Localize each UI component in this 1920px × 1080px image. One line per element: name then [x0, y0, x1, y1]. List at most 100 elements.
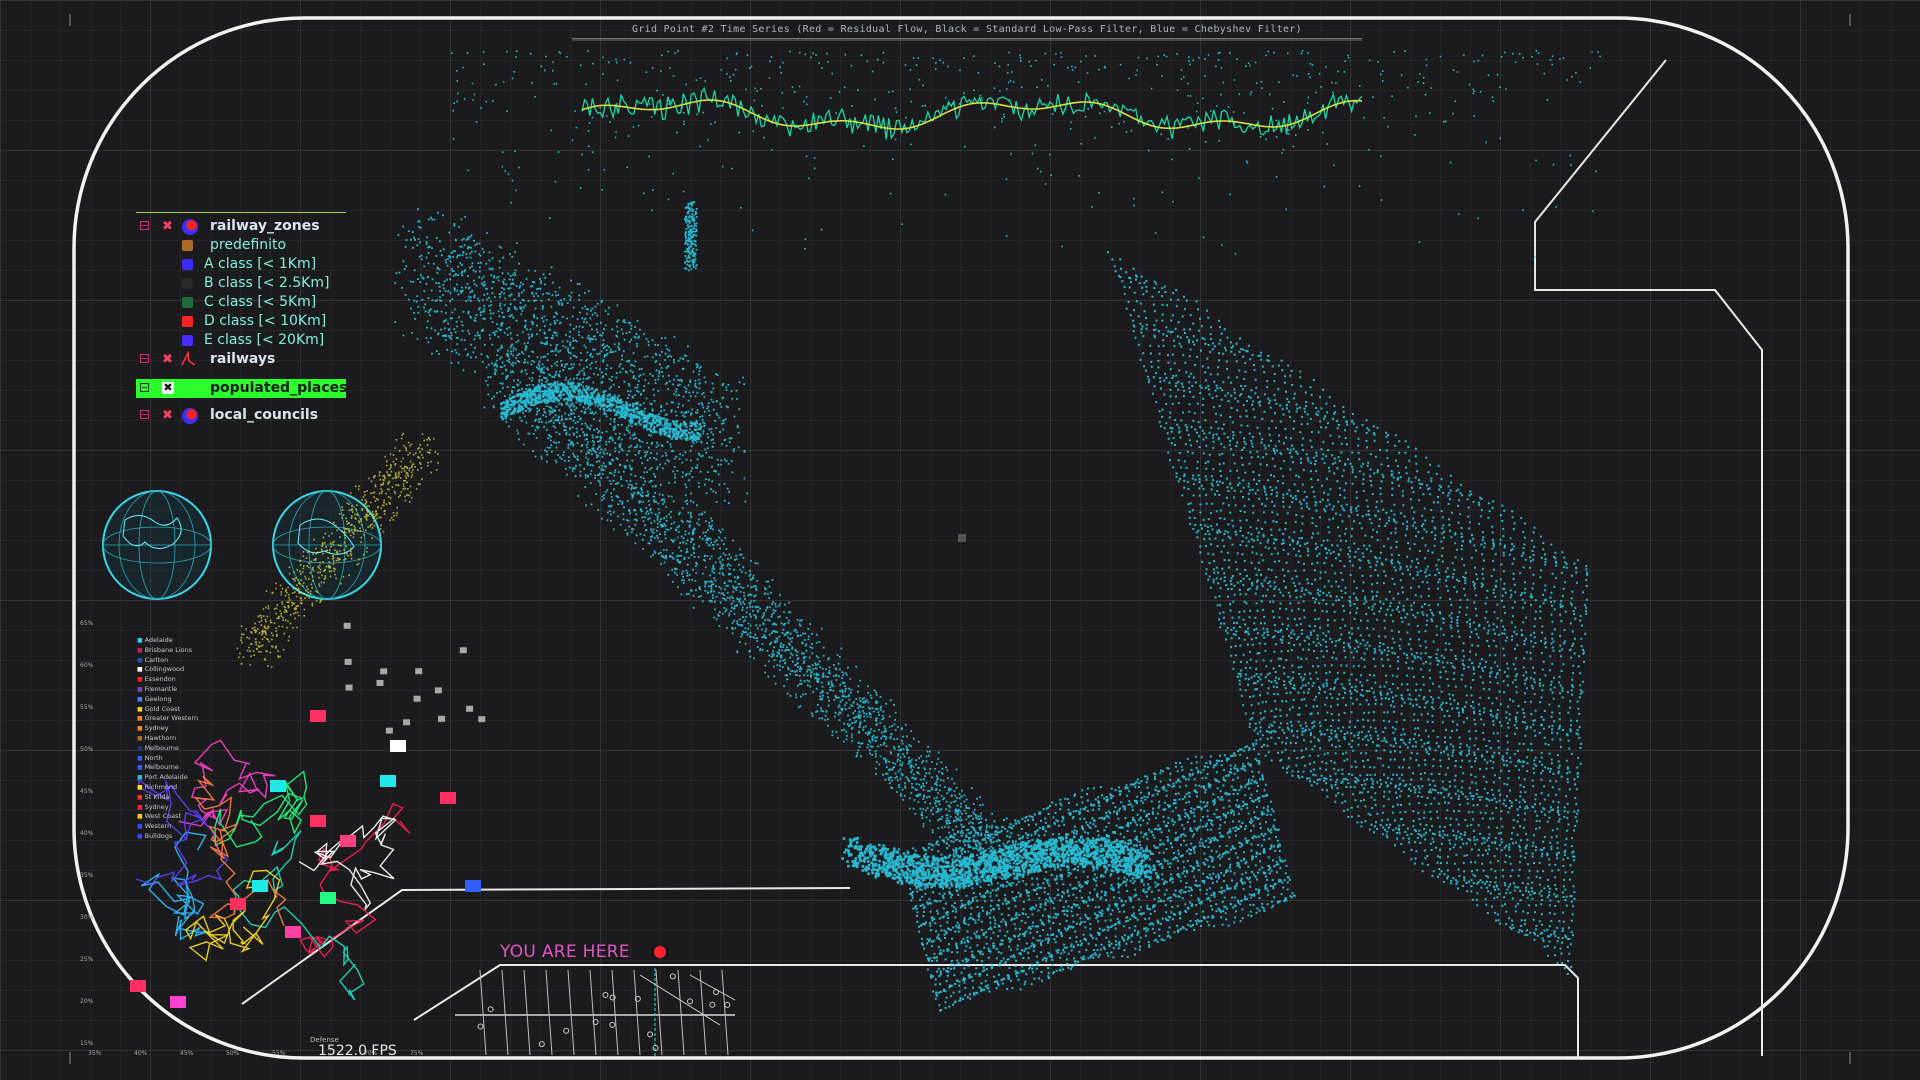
class-swatch-icon: [182, 259, 193, 270]
station-icon: [669, 973, 676, 980]
y-tick-label: 20%: [80, 998, 94, 1005]
class-swatch-icon: [182, 335, 193, 346]
legend-class-item: predefinito: [136, 236, 346, 255]
y-tick-label: 65%: [80, 620, 94, 627]
particle-stream: [236, 432, 439, 668]
team-badge-icon: [310, 710, 326, 722]
collapse-icon[interactable]: [140, 354, 149, 363]
station-icon: [487, 1006, 494, 1013]
station-icon: [538, 1041, 545, 1048]
venue-marker-icon: [415, 668, 423, 675]
y-tick-label: 15%: [80, 1040, 94, 1047]
you-are-here-label: YOU ARE HERE: [500, 942, 630, 962]
team-badge-icon: [340, 835, 356, 847]
station-icon: [592, 1019, 599, 1026]
collapse-icon[interactable]: [140, 410, 149, 419]
station-icon: [712, 989, 719, 996]
station-icon: [634, 995, 641, 1002]
close-icon[interactable]: ✖: [162, 219, 173, 234]
legend-class-label: E class [< 20Km]: [204, 332, 325, 348]
y-tick-label: 40%: [80, 830, 94, 837]
legend-class-item: E class [< 20Km]: [136, 331, 346, 350]
transit-line: [567, 969, 575, 1056]
globe-left-icon: [102, 490, 212, 600]
station-icon: [647, 1031, 654, 1038]
transit-line: [479, 969, 487, 1056]
polygon-layer-icon: [182, 408, 198, 424]
venue-marker-icon: [434, 687, 442, 694]
bottom-left-angle-line: [241, 887, 851, 1005]
transit-line: [639, 974, 721, 1026]
team-badge-icon: [285, 926, 301, 938]
venue-marker-icon: [403, 719, 411, 726]
team-trajectory-line: [214, 770, 308, 848]
class-swatch-icon: [182, 297, 193, 308]
rounded-frame: [72, 16, 1850, 1060]
x-tick-label: 45%: [180, 1050, 194, 1057]
team-badge-icon: [465, 880, 481, 892]
low-pass-filter-line: [581, 99, 1363, 130]
legend-class-label: A class [< 1Km]: [204, 256, 317, 272]
y-tick-label: 35%: [80, 872, 94, 879]
team-trajectory-line: [231, 830, 365, 1001]
y-tick-label: 25%: [80, 956, 94, 963]
team-badge-icon: [252, 880, 268, 892]
venue-marker-icon: [344, 658, 352, 665]
close-icon[interactable]: ✖: [162, 408, 173, 423]
transit-line: [655, 969, 663, 1056]
team-legend-item: Western: [137, 822, 198, 832]
team-legend-item: Sydney: [137, 803, 198, 813]
railway-line-icon: [181, 351, 196, 366]
team-legend-item: Melbourne: [137, 763, 198, 773]
venue-marker-icon: [478, 716, 486, 723]
layer-local-councils[interactable]: ✖ local_councils: [136, 406, 346, 425]
y-tick-label: 55%: [80, 704, 94, 711]
venue-marker-icon: [413, 695, 421, 702]
transit-line: [611, 969, 619, 1056]
transit-line: [699, 969, 707, 1056]
team-legend-item: Carlton: [137, 656, 198, 666]
class-swatch-icon: [182, 316, 193, 327]
layer-populated-places[interactable]: ✖ populated_places: [136, 379, 347, 398]
team-badge-icon: [310, 815, 326, 827]
station-icon: [724, 1001, 731, 1008]
team-badge-icon: [170, 996, 186, 1008]
close-icon[interactable]: ✖: [162, 352, 173, 367]
team-badge-icon: [440, 792, 456, 804]
y-tick-label: 45%: [80, 788, 94, 795]
team-legend-item: Hawthorn: [137, 734, 198, 744]
x-tick-label: 50%: [226, 1050, 240, 1057]
close-icon[interactable]: ✖: [162, 381, 174, 394]
station-icon: [477, 1023, 484, 1030]
y-tick-label: 50%: [80, 746, 94, 753]
x-axis-label: Defense: [310, 1036, 339, 1044]
team-badge-icon: [320, 892, 336, 904]
polygon-layer-icon: [182, 219, 198, 235]
team-trajectory-line: [184, 869, 281, 962]
layer-railways[interactable]: ✖ railways: [136, 350, 346, 369]
location-dot-icon: [654, 946, 666, 958]
team-legend-item: Gold Coast: [137, 705, 198, 715]
layer-railway-zones[interactable]: ✖ railway_zones: [136, 217, 346, 236]
team-legend-item: Greater Western: [137, 714, 199, 724]
transit-line: [523, 969, 531, 1056]
team-legend-item: St Kilda: [137, 793, 198, 803]
fps-counter: 1522.0 FPS: [318, 1043, 397, 1059]
transit-line: [721, 969, 729, 1056]
team-badge-icon: [230, 898, 246, 910]
team-badge-icon: [270, 780, 286, 792]
venue-marker-icon: [343, 622, 351, 629]
transit-map-frame: [413, 964, 1579, 1058]
team-badge-icon: [390, 740, 406, 752]
collapse-icon[interactable]: [140, 221, 149, 230]
collapse-icon[interactable]: [140, 383, 149, 392]
center-marker: [958, 534, 966, 542]
venue-marker-icon: [380, 668, 388, 675]
team-legend-item: Essendon: [137, 675, 198, 685]
team-badge-icon: [380, 775, 396, 787]
transit-line: [589, 969, 597, 1056]
